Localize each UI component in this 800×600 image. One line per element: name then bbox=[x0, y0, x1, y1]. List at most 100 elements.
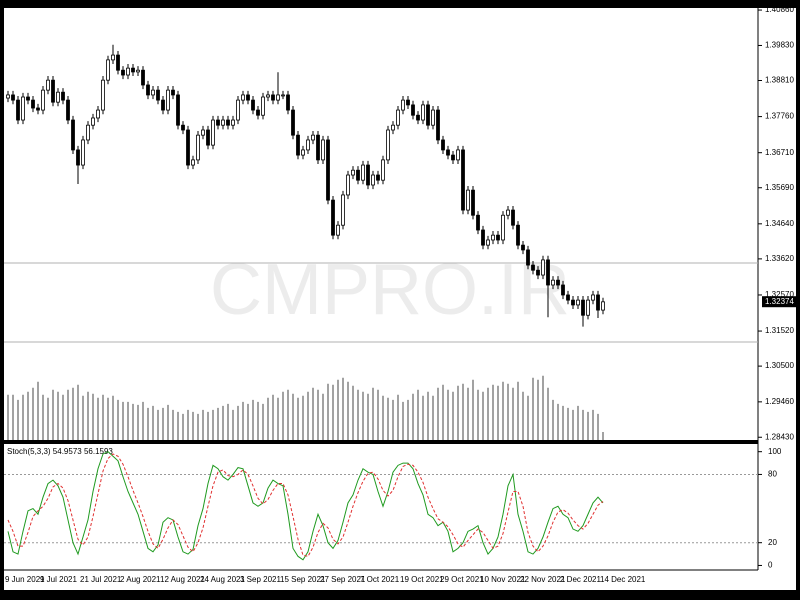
last-price-box bbox=[762, 296, 796, 308]
y-tick-label: 20 bbox=[768, 538, 777, 547]
candle-body bbox=[391, 124, 395, 131]
candle-body bbox=[501, 214, 505, 241]
candle-body bbox=[276, 94, 280, 101]
candle-body bbox=[101, 79, 105, 111]
candle-body bbox=[171, 89, 175, 96]
y-tick-label: 1.35690 bbox=[765, 183, 794, 192]
candle-body bbox=[426, 104, 430, 126]
candle-body bbox=[181, 124, 185, 131]
candle-body bbox=[561, 284, 565, 296]
candle-body bbox=[226, 119, 230, 126]
candle-body bbox=[521, 244, 525, 251]
candle-body bbox=[416, 114, 420, 121]
candle-body bbox=[121, 69, 125, 76]
candle-body bbox=[16, 99, 20, 121]
candle-body bbox=[191, 159, 195, 166]
candle-body bbox=[536, 269, 540, 276]
y-tick-label: 1.31520 bbox=[765, 326, 794, 335]
y-tick-label: 1.33620 bbox=[765, 254, 794, 263]
candle-body bbox=[256, 109, 260, 116]
candle-body bbox=[71, 119, 75, 151]
candle-body bbox=[506, 209, 510, 216]
x-tick-label: 12 Aug 2021 bbox=[160, 575, 205, 584]
candle-body bbox=[241, 94, 245, 101]
candle-body bbox=[581, 299, 585, 316]
candle-body bbox=[326, 139, 330, 201]
watermark: CMPRO.IR bbox=[210, 250, 570, 330]
y-tick-label: 1.30500 bbox=[765, 361, 794, 370]
candle-body bbox=[346, 174, 350, 196]
candle-body bbox=[481, 229, 485, 246]
candle-body bbox=[401, 99, 405, 111]
candle-body bbox=[126, 67, 130, 76]
candle-body bbox=[91, 117, 95, 126]
candle-body bbox=[586, 299, 590, 316]
last-price-label: 1.32374 bbox=[765, 297, 794, 306]
candle-body bbox=[451, 154, 455, 161]
x-tick-label: 2 Aug 2021 bbox=[120, 575, 161, 584]
candle-body bbox=[166, 89, 170, 111]
candle-body bbox=[251, 99, 255, 111]
candle-body bbox=[596, 294, 600, 311]
x-tick-label: 22 Nov 2021 bbox=[520, 575, 566, 584]
candle-body bbox=[556, 279, 560, 286]
candle-body bbox=[31, 99, 35, 109]
candle-body bbox=[421, 104, 425, 121]
x-tick-label: 15 Sep 2021 bbox=[280, 575, 326, 584]
candle-body bbox=[51, 79, 55, 103]
candle-body bbox=[576, 299, 580, 306]
candle-body bbox=[111, 54, 115, 61]
x-tick-label: 27 Sep 2021 bbox=[320, 575, 366, 584]
candle-body bbox=[106, 59, 110, 81]
candle-body bbox=[471, 189, 475, 216]
x-tick-label: 14 Dec 2021 bbox=[600, 575, 646, 584]
candle-body bbox=[356, 169, 360, 181]
candle-body bbox=[466, 189, 470, 211]
candle-body bbox=[61, 91, 65, 101]
candle-body bbox=[291, 109, 295, 136]
y-tick-label: 1.34640 bbox=[765, 219, 794, 228]
candle-body bbox=[281, 94, 285, 97]
candle-body bbox=[21, 96, 25, 121]
candle-body bbox=[231, 119, 235, 126]
candle-body bbox=[161, 99, 165, 111]
candle-body bbox=[286, 94, 290, 111]
candle-body bbox=[591, 294, 595, 301]
candle-body bbox=[131, 67, 135, 73]
x-tick-label: 9 Jul 2021 bbox=[40, 575, 77, 584]
candle-body bbox=[336, 224, 340, 236]
candle-body bbox=[361, 164, 365, 181]
x-tick-label: 21 Jul 2021 bbox=[80, 575, 122, 584]
candle-body bbox=[541, 259, 545, 276]
candle-body bbox=[321, 139, 325, 161]
candle-body bbox=[366, 164, 370, 186]
candle-body bbox=[266, 94, 270, 98]
y-tick-label: 1.40860 bbox=[765, 5, 794, 14]
candle-body bbox=[571, 299, 575, 306]
candle-body bbox=[81, 139, 85, 166]
candle-body bbox=[216, 119, 220, 126]
candle-body bbox=[531, 264, 535, 271]
candle-body bbox=[306, 139, 310, 151]
candle-body bbox=[76, 149, 80, 166]
candle-body bbox=[151, 89, 155, 96]
candle-body bbox=[146, 84, 150, 96]
candle-body bbox=[441, 139, 445, 151]
y-tick-label: 1.37760 bbox=[765, 112, 794, 121]
x-tick-label: 3 Sep 2021 bbox=[240, 575, 281, 584]
candle-body bbox=[246, 94, 250, 101]
y-tick-label: 0 bbox=[768, 561, 773, 570]
candle-body bbox=[351, 169, 355, 176]
candle-body bbox=[461, 149, 465, 211]
stoch-title: Stoch(5,3,3) 54.9573 56.1593 bbox=[7, 447, 113, 456]
candle-body bbox=[516, 224, 520, 246]
candle-body bbox=[396, 109, 400, 126]
candle-body bbox=[381, 159, 385, 181]
candle-body bbox=[86, 124, 90, 141]
candle-body bbox=[511, 209, 515, 226]
candle-body bbox=[436, 109, 440, 141]
candle-body bbox=[271, 94, 275, 101]
candle-body bbox=[376, 174, 380, 181]
candle-body bbox=[411, 104, 415, 116]
